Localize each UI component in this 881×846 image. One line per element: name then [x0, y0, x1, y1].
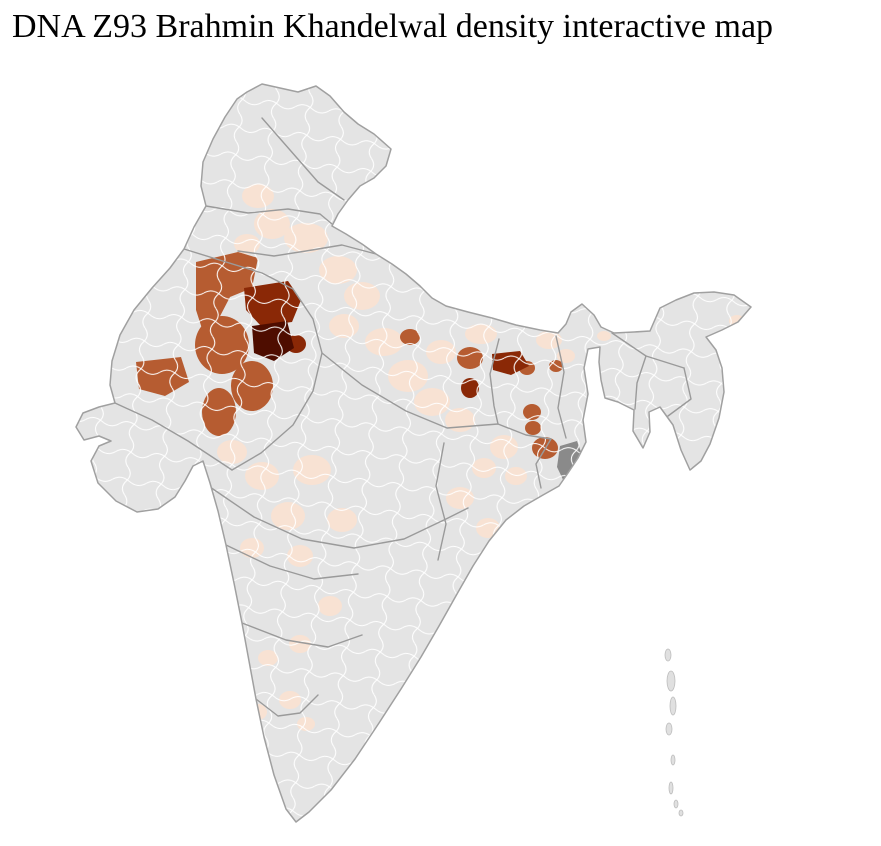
state-border-line — [497, 423, 552, 440]
state-borders — [114, 117, 692, 717]
island[interactable] — [665, 722, 673, 736]
state-border-line — [209, 486, 469, 549]
andaman-nicobar-islands — [664, 648, 684, 817]
state-border-line — [231, 288, 323, 471]
island[interactable] — [670, 754, 676, 766]
state-border-line — [237, 244, 377, 257]
state-border-line — [261, 117, 345, 201]
india-outline — [75, 83, 752, 823]
island[interactable] — [668, 781, 674, 795]
state-border-line — [241, 622, 363, 648]
island[interactable] — [678, 809, 684, 817]
state-border-line — [435, 442, 447, 561]
state-border-line — [555, 335, 567, 439]
state-border-line — [255, 694, 319, 717]
state-border-line — [114, 402, 233, 471]
state-border-line — [535, 438, 552, 489]
island[interactable] — [666, 670, 676, 692]
state-border-line — [205, 205, 333, 225]
island[interactable] — [673, 799, 679, 809]
state-border-line — [183, 248, 294, 290]
island[interactable] — [664, 648, 672, 662]
state-border-line — [225, 544, 359, 580]
island[interactable] — [669, 696, 677, 716]
state-border-line — [489, 338, 500, 425]
state-border-line — [667, 367, 692, 417]
state-border-line — [634, 355, 647, 410]
state-border-line — [321, 352, 499, 429]
page-title: DNA Z93 Brahmin Khandelwal density inter… — [12, 8, 774, 45]
